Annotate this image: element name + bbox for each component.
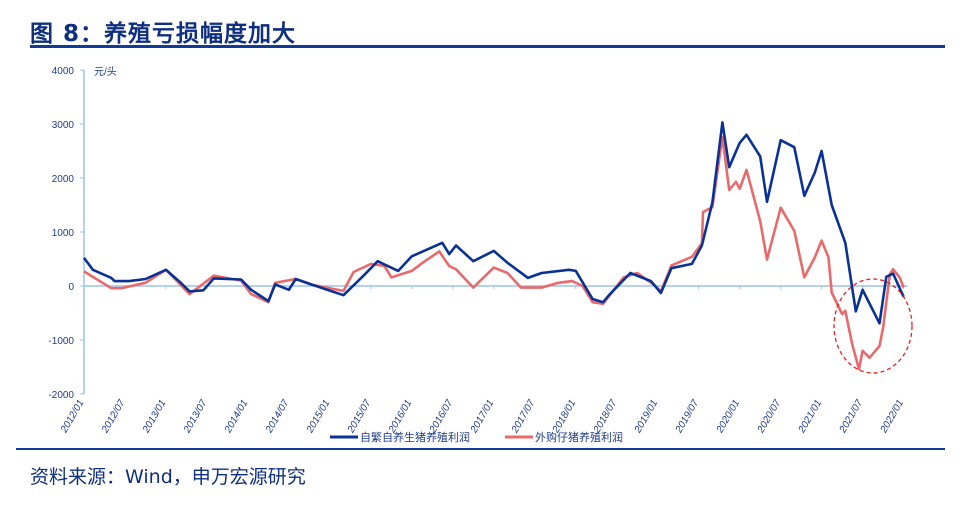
series-line-1 [82, 121, 905, 325]
x-tick-label: 2020/07 [755, 398, 783, 436]
legend: 自繁自养生猪养殖利润 外购仔猪养殖利润 [330, 430, 623, 444]
y-tick-label: -2000 [48, 390, 74, 401]
legend-label-series-1: 自繁自养生猪养殖利润 [360, 430, 470, 444]
y-tick-label: 4000 [52, 66, 75, 77]
y-axis: 4000 3000 2000 1000 0 -1000 -2000 [48, 66, 85, 401]
highlight-ellipse [833, 278, 913, 374]
x-tick-label: 2020/01 [714, 398, 742, 436]
x-tick-label: 2014/01 [222, 398, 250, 436]
x-tick-label: 2022/01 [878, 398, 906, 436]
figure-title: 图 8：养殖亏损幅度加大 [30, 21, 297, 47]
series-line-2 [83, 135, 905, 371]
legend-label-series-2: 外购仔猪养殖利润 [535, 430, 623, 444]
y-tick-label: -1000 [48, 336, 74, 347]
x-tick-label: 2015/07 [345, 398, 373, 436]
y-axis-unit: 元/头 [94, 66, 117, 78]
x-tick-label: 2016/07 [427, 398, 455, 436]
x-tick-label: 2013/07 [181, 398, 209, 436]
x-tick-label: 2017/01 [468, 398, 496, 436]
x-tick-label: 2018/07 [591, 398, 619, 436]
x-tick-label: 2021/07 [837, 398, 865, 436]
x-tick-label: 2015/01 [304, 398, 332, 436]
x-tick-label: 2019/01 [632, 398, 660, 436]
title-underline [30, 45, 945, 48]
x-tick-label: 2021/01 [796, 398, 824, 436]
y-tick-label: 2000 [52, 174, 75, 185]
x-axis: 2012/01 2012/07 2013/01 2013/07 2014/01 2014/… [58, 285, 908, 436]
source-note: 资料来源：Wind，申万宏源研究 [30, 466, 306, 488]
footer-rule [16, 448, 945, 450]
y-tick-label: 1000 [52, 228, 75, 239]
x-tick-label: 2014/07 [263, 398, 291, 436]
x-tick-label: 2012/01 [58, 398, 86, 436]
y-tick-label: 0 [68, 282, 74, 293]
x-tick-label: 2019/07 [673, 398, 701, 436]
y-tick-label: 3000 [52, 120, 75, 131]
x-tick-label: 2012/07 [99, 398, 127, 436]
x-tick-label: 2013/01 [140, 398, 168, 436]
x-tick-label: 2017/07 [509, 398, 537, 436]
series-lines [82, 121, 905, 371]
